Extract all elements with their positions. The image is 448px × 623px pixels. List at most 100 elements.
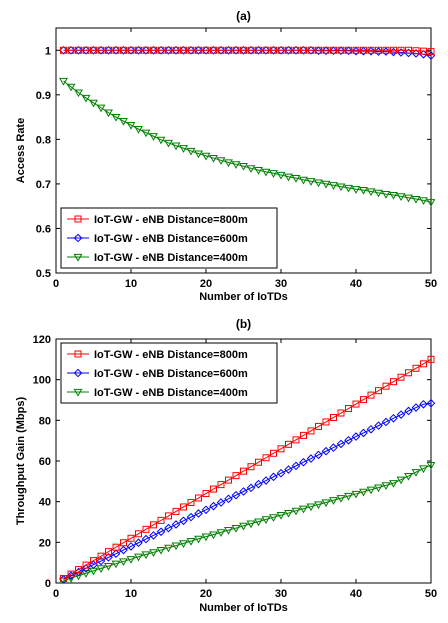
- data-point-a-2-36: [329, 182, 338, 190]
- data-point-b-1-47: [411, 403, 421, 412]
- data-point-a-1-3: [81, 45, 91, 55]
- data-point-a-1-19: [201, 45, 211, 55]
- data-point-b-2-13: [156, 546, 166, 555]
- x-axis-label-b: Number of IoTDs: [199, 602, 288, 614]
- data-point-a-2-0: [59, 77, 68, 86]
- data-point-b-1-27: [261, 476, 271, 485]
- data-point-b-1-22: [224, 494, 233, 504]
- data-point-a-2-31: [291, 175, 301, 183]
- data-point-a-1-16: [179, 45, 188, 55]
- x-tick-label-a-2: 20: [200, 278, 212, 290]
- data-point-a-2-10: [134, 126, 143, 134]
- data-point-a-0-9: [127, 46, 135, 54]
- data-point-a-1-37: [336, 46, 346, 56]
- data-point-a-1-22: [224, 45, 233, 55]
- data-point-b-1-18: [194, 509, 203, 518]
- data-point-b-2-10: [134, 553, 143, 562]
- data-point-a-2-13: [156, 136, 166, 145]
- data-point-a-2-47: [411, 195, 421, 204]
- data-point-b-2-28: [269, 514, 278, 522]
- data-point-b-1-21: [216, 498, 226, 507]
- data-point-b-2-45: [396, 476, 406, 485]
- data-point-b-1-40: [359, 428, 368, 438]
- y-tick-label-a-5: 1: [45, 45, 51, 57]
- data-point-b-0-18: [195, 494, 202, 502]
- data-point-a-1-4: [89, 45, 98, 55]
- data-point-a-1-8: [119, 45, 128, 55]
- data-point-b-2-5: [96, 565, 106, 573]
- data-point-a-0-1: [67, 46, 75, 54]
- data-point-b-1-9: [126, 542, 136, 551]
- data-point-a-1-12: [149, 45, 158, 55]
- data-point-a-1-30: [284, 45, 293, 55]
- data-point-a-0-34: [315, 46, 322, 54]
- data-point-b-1-16: [179, 516, 188, 526]
- y-tick-label-a-1: 0.6: [36, 223, 51, 235]
- data-point-b-0-29: [277, 445, 285, 453]
- series-line-b-1: [63, 402, 432, 580]
- series-line-a-0: [63, 49, 432, 53]
- data-point-a-2-7: [111, 113, 121, 122]
- data-point-b-2-25: [246, 520, 256, 529]
- data-point-a-0-37: [337, 46, 345, 54]
- x-tick-label-a-0: 0: [53, 278, 59, 290]
- data-point-b-2-42: [374, 484, 383, 493]
- data-point-b-0-47: [412, 364, 420, 372]
- legend-box-b: [60, 342, 278, 404]
- data-point-b-0-27: [262, 454, 270, 462]
- data-point-b-2-14: [164, 544, 173, 553]
- data-point-a-1-26: [254, 45, 263, 55]
- data-point-a-0-45: [397, 46, 405, 54]
- data-point-a-2-26: [254, 167, 263, 175]
- data-point-a-0-20: [210, 46, 217, 54]
- data-point-a-2-41: [366, 188, 376, 197]
- data-point-b-1-28: [269, 472, 278, 482]
- x-tick-label-a-5: 50: [425, 278, 437, 290]
- data-point-a-0-46: [405, 46, 412, 54]
- data-point-a-0-28: [270, 46, 277, 54]
- data-point-b-1-10: [134, 538, 143, 548]
- legend-marker-b-1: [73, 368, 83, 378]
- series-group-a: [59, 45, 435, 207]
- panel-title-a: (a): [236, 9, 251, 23]
- data-point-b-1-20: [209, 501, 218, 511]
- data-point-a-2-35: [321, 180, 331, 189]
- data-point-b-0-31: [292, 436, 300, 444]
- data-point-a-2-49: [426, 199, 435, 207]
- data-point-b-1-25: [246, 483, 256, 493]
- data-point-b-2-38: [344, 492, 353, 501]
- data-point-b-2-27: [261, 516, 271, 524]
- data-point-a-0-4: [90, 46, 97, 54]
- x-tick-label-b-2: 20: [200, 588, 212, 600]
- data-point-b-1-42: [374, 421, 383, 430]
- data-point-b-0-13: [157, 516, 165, 524]
- data-point-a-0-15: [172, 46, 180, 54]
- data-point-a-2-14: [164, 139, 173, 148]
- data-point-a-0-29: [277, 46, 285, 54]
- y-tick-label-a-2: 0.7: [36, 179, 51, 191]
- data-point-b-0-26: [255, 458, 262, 466]
- y-tick-label-b-6: 120: [33, 334, 51, 346]
- series-line-b-2: [63, 464, 432, 582]
- data-point-b-1-17: [186, 512, 196, 522]
- data-point-b-0-38: [345, 405, 352, 413]
- data-point-b-1-8: [119, 545, 128, 555]
- data-point-b-1-19: [201, 505, 211, 515]
- data-point-b-0-20: [210, 485, 217, 493]
- data-point-b-0-24: [240, 467, 247, 475]
- data-point-a-0-38: [345, 46, 352, 54]
- data-point-b-2-41: [366, 486, 376, 495]
- data-point-a-0-7: [112, 46, 120, 54]
- legend-label-b-2: IoT-GW - eNB Distance=400m: [94, 387, 248, 399]
- legend-b: IoT-GW - eNB Distance=800m IoT-GW - eNB D…: [60, 342, 278, 404]
- data-point-b-2-15: [171, 542, 181, 551]
- data-point-b-0-7: [112, 543, 120, 551]
- data-point-b-1-34: [314, 450, 323, 460]
- data-point-a-1-33: [306, 45, 316, 55]
- data-point-a-2-34: [314, 179, 323, 188]
- y-axis-label-b: Throughput Gain (Mbps): [15, 397, 27, 526]
- data-point-b-0-17: [187, 498, 195, 506]
- data-point-b-0-19: [202, 490, 210, 498]
- data-point-a-1-17: [186, 45, 196, 55]
